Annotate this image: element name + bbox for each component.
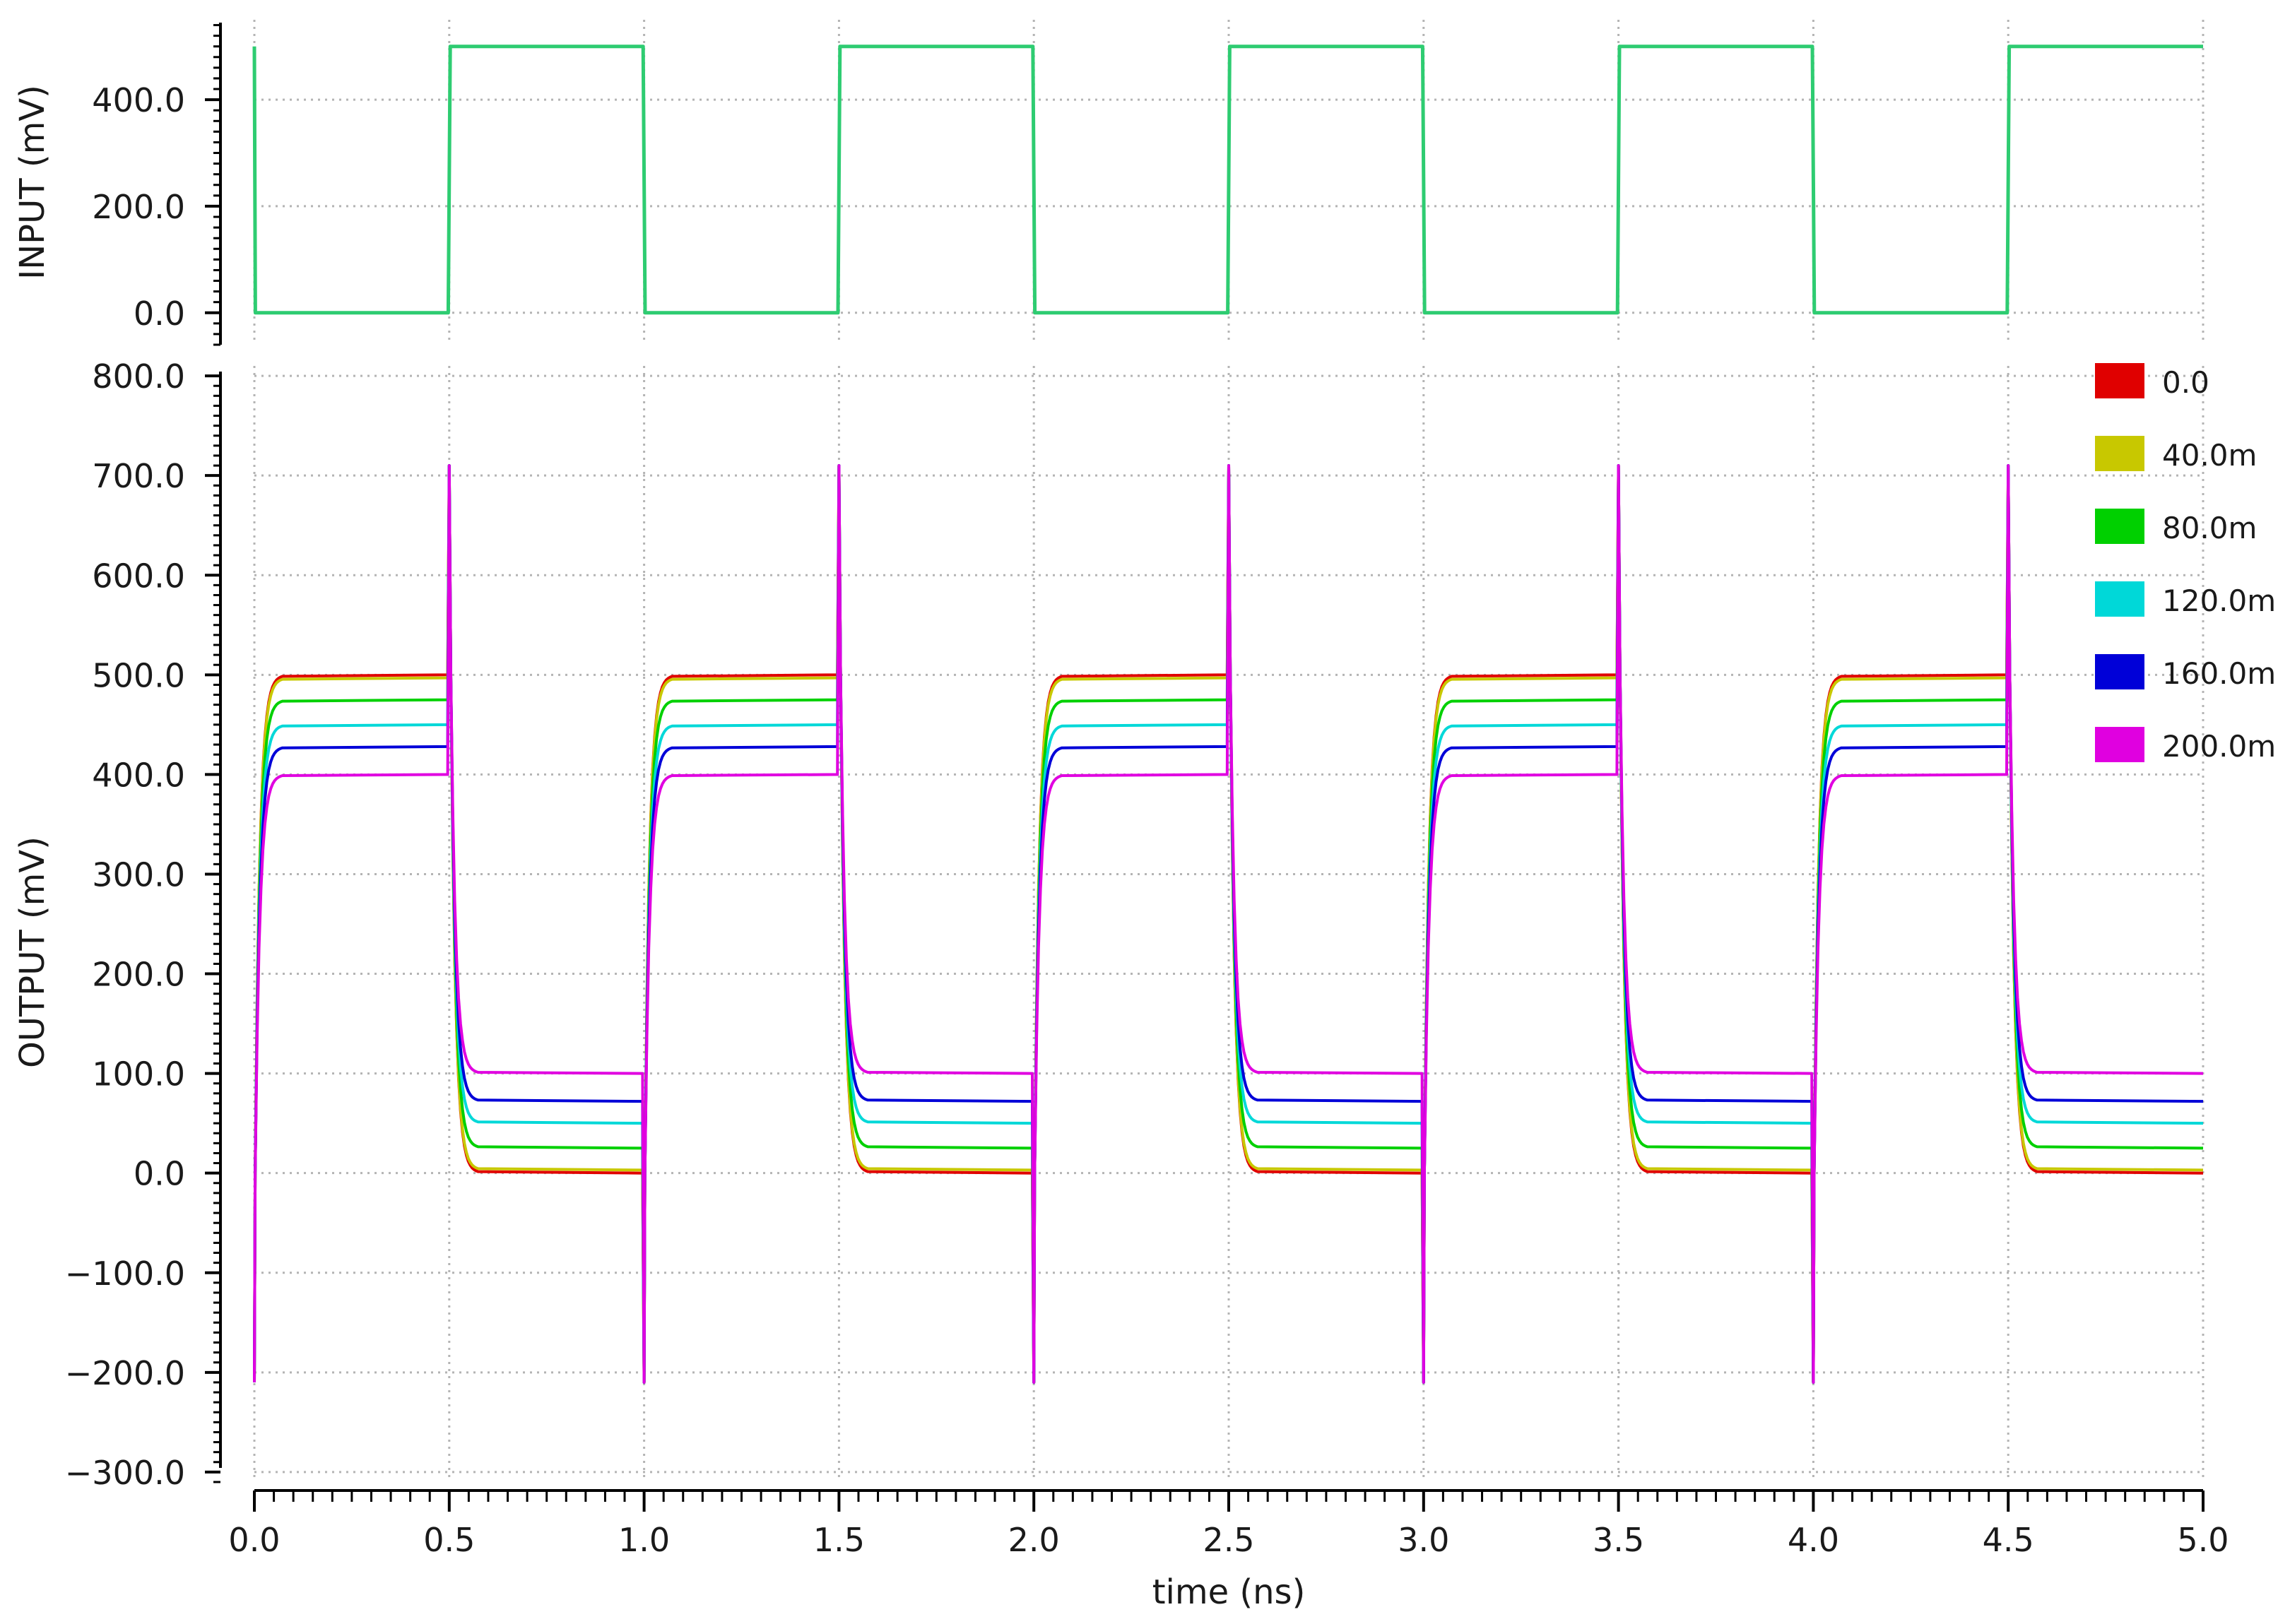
data-layer: [252, 45, 2204, 1384]
output-y-tick-label: −200.0: [65, 1354, 185, 1392]
output-y-tick-label: 600.0: [92, 557, 185, 595]
x-tick-label: 0.0: [228, 1521, 280, 1559]
text-layer: 0.0 200.0 400.0 −300.0 −200.0 −100.0 0.0 100.0 2…: [13, 81, 2276, 1612]
x-tick-label: 0.5: [423, 1521, 475, 1559]
x-tick-label: 5.0: [2177, 1521, 2229, 1559]
output-y-tick-label: 400.0: [92, 756, 185, 794]
input-waveform-line: [252, 45, 2203, 315]
legend-swatch: [2095, 509, 2144, 544]
legend-swatch: [2095, 363, 2144, 398]
input-y-axis-label: INPUT (mV): [13, 85, 52, 280]
legend-label: 0.0: [2162, 365, 2209, 400]
legend-label: 160.0m: [2162, 656, 2276, 691]
legend-swatch: [2095, 727, 2144, 762]
legend-label: 120.0m: [2162, 583, 2276, 618]
legend-swatch: [2095, 436, 2144, 471]
x-tick-label: 4.0: [1788, 1521, 1839, 1559]
x-tick-label: 3.0: [1398, 1521, 1449, 1559]
output-y-axis-label: OUTPUT (mV): [13, 836, 52, 1068]
x-tick-label: 1.5: [813, 1521, 865, 1559]
output-y-tick-label: 300.0: [92, 855, 185, 894]
legend-label: 80.0m: [2162, 511, 2257, 545]
x-axis-label: time (ns): [1152, 1572, 1306, 1612]
legend-label: 200.0m: [2162, 729, 2276, 764]
x-tick-label: 4.5: [1983, 1521, 2034, 1559]
output-y-tick-label: 100.0: [92, 1055, 185, 1093]
output-y-tick-label: 500.0: [92, 656, 185, 694]
output-series-line-5: [253, 464, 2204, 1384]
legend-swatch: [2095, 654, 2144, 689]
input-y-tick-label: 200.0: [92, 188, 185, 226]
output-y-tick-label: −100.0: [65, 1255, 185, 1293]
x-tick-label: 3.5: [1593, 1521, 1644, 1559]
legend: [2095, 363, 2144, 762]
legend-label: 40.0m: [2162, 438, 2257, 473]
input-y-tick-label: 400.0: [92, 81, 185, 119]
x-tick-label: 2.0: [1008, 1521, 1060, 1559]
x-tick-label: 1.0: [618, 1521, 670, 1559]
input-y-tick-label: 0.0: [134, 295, 185, 333]
output-y-tick-label: 200.0: [92, 956, 185, 994]
output-y-tick-label: 800.0: [92, 357, 185, 396]
output-y-tick-label: 700.0: [92, 457, 185, 495]
output-y-tick-label: 0.0: [134, 1155, 185, 1193]
output-y-tick-label: −300.0: [65, 1454, 185, 1492]
legend-swatch: [2095, 581, 2144, 617]
axes-layer: [205, 23, 2205, 1512]
x-tick-label: 2.5: [1203, 1521, 1254, 1559]
